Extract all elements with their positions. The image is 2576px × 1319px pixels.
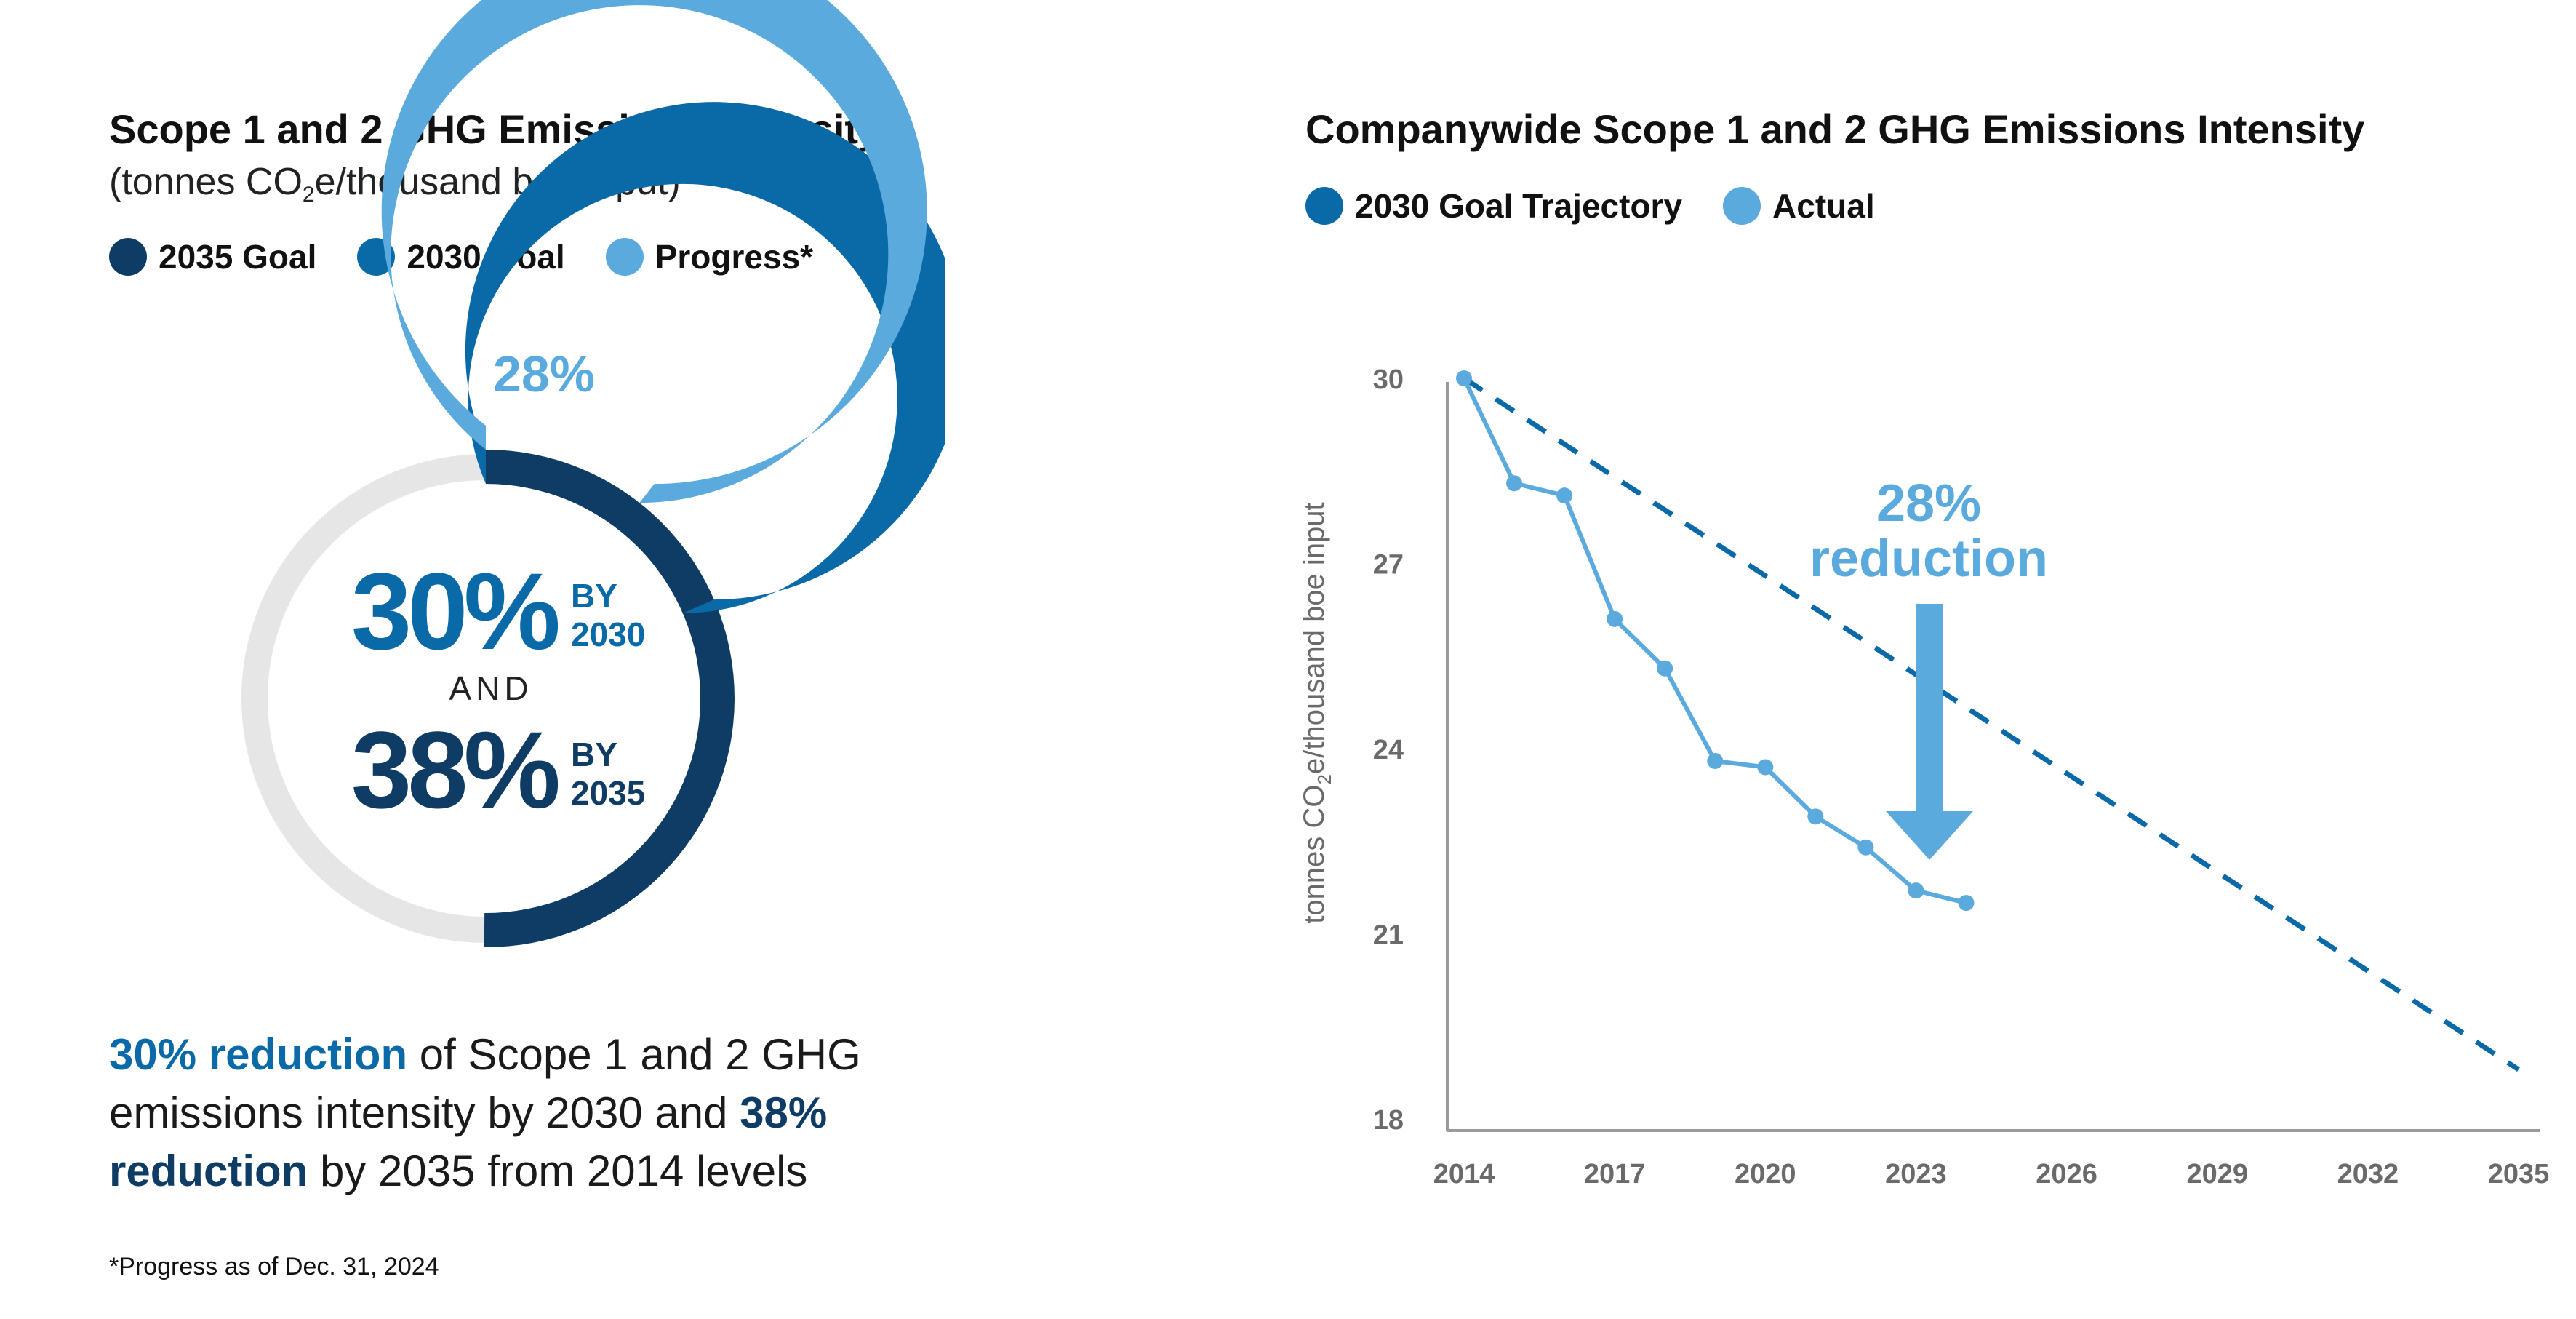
annotation-arrow-icon — [1886, 604, 1973, 860]
data-point-actual — [1908, 882, 1924, 899]
data-point-actual — [1757, 759, 1774, 776]
right-chart-title: Companywide Scope 1 and 2 GHG Emissions … — [1305, 106, 2365, 152]
donut-segment-progress — [381, 0, 927, 503]
data-point-actual — [1707, 752, 1724, 769]
legend-item-progress: Progress* — [605, 237, 814, 276]
subtitle-subscript: 2 — [302, 183, 315, 207]
legend-item-actual: Actual — [1723, 186, 1875, 226]
y-tick-label: 21 — [1373, 920, 1404, 951]
y-tick-label: 27 — [1373, 550, 1404, 581]
data-point-actual — [1607, 610, 1623, 627]
x-tick-label: 2014 — [1433, 1159, 1495, 1190]
data-point-actual — [1958, 895, 1975, 912]
center-by-2035-top: BY — [571, 736, 617, 773]
center-by-2030-top: BY — [571, 577, 617, 615]
data-point-actual — [1807, 808, 1824, 825]
center-value-2035: 38% — [351, 709, 559, 831]
center-by-2035-bottom: 2035 — [571, 774, 645, 812]
left-legend: 2035 Goal 2030 Goal Progress* — [109, 237, 854, 276]
x-tick-label: 2017 — [1584, 1159, 1646, 1190]
x-tick-label: 2032 — [2337, 1159, 2399, 1190]
legend-swatch-progress — [605, 238, 644, 276]
y-axis-title: tonnes CO2e/thousand boe input — [1298, 502, 1335, 923]
right-legend: 2030 Goal Trajectory Actual — [1305, 186, 1916, 226]
legend-swatch-2035-goal — [109, 238, 147, 276]
summary-bold-2030: 30% reduction — [109, 1030, 408, 1079]
summary-bold-2035: 38% reduction — [109, 1088, 828, 1195]
y-tick-label: 30 — [1373, 364, 1404, 395]
summary-text-1: of Scope 1 and 2 GHG emissions intensity… — [109, 1030, 861, 1137]
x-tick-label: 2035 — [2488, 1159, 2550, 1190]
donut-segment-2030-goal — [465, 102, 945, 613]
donut-segment-2035-goal — [484, 450, 735, 947]
x-tick-label: 2020 — [1735, 1159, 1796, 1190]
legend-label: 2030 Goal Trajectory — [1355, 187, 1683, 225]
progress-label: 28% — [493, 346, 595, 402]
legend-swatch-actual — [1723, 187, 1761, 225]
series-line-actual — [1462, 377, 1967, 905]
summary-text: 30% reduction of Scope 1 and 2 GHG emiss… — [109, 1026, 931, 1200]
center-and: AND — [449, 669, 532, 707]
x-tick-label: 2026 — [2036, 1159, 2097, 1190]
subtitle-text: (tonnes CO — [109, 161, 303, 203]
line-chart: 18 21 24 27 30 2014 2017 2020 2023 2026 2029 2032 20… — [1298, 364, 2550, 1190]
x-tick-label: 2023 — [1885, 1159, 1947, 1190]
donut-chart: 28% 30% BY 2030 AND 38% BY 2035 — [241, 0, 945, 947]
legend-swatch-goal-trajectory — [1305, 187, 1343, 225]
x-tick-label: 2029 — [2186, 1159, 2248, 1190]
y-tick-label: 18 — [1373, 1105, 1404, 1136]
data-point-actual — [1506, 475, 1523, 492]
y-tick-label: 24 — [1373, 735, 1404, 765]
summary-text-2: by 2035 from 2014 levels — [308, 1147, 808, 1195]
series-line-goal-trajectory — [1463, 376, 2520, 1072]
legend-label: 2035 Goal — [159, 238, 317, 276]
center-by-2030-bottom: 2030 — [571, 615, 645, 653]
footnote: *Progress as of Dec. 31, 2024 — [109, 1253, 439, 1280]
center-value-2030: 30% — [351, 550, 559, 672]
legend-label: Actual — [1772, 187, 1875, 225]
legend-item-goal-trajectory: 2030 Goal Trajectory — [1305, 186, 1682, 226]
data-point-actual — [1857, 839, 1874, 856]
annotation-line1: 28% — [1876, 474, 1981, 533]
data-point-actual — [1456, 370, 1472, 386]
legend-item-2035-goal: 2035 Goal — [109, 237, 316, 276]
annotation-line2: reduction — [1809, 530, 2048, 588]
data-point-actual — [1556, 487, 1573, 504]
legend-label: Progress* — [655, 238, 814, 276]
data-point-actual — [1657, 660, 1673, 677]
